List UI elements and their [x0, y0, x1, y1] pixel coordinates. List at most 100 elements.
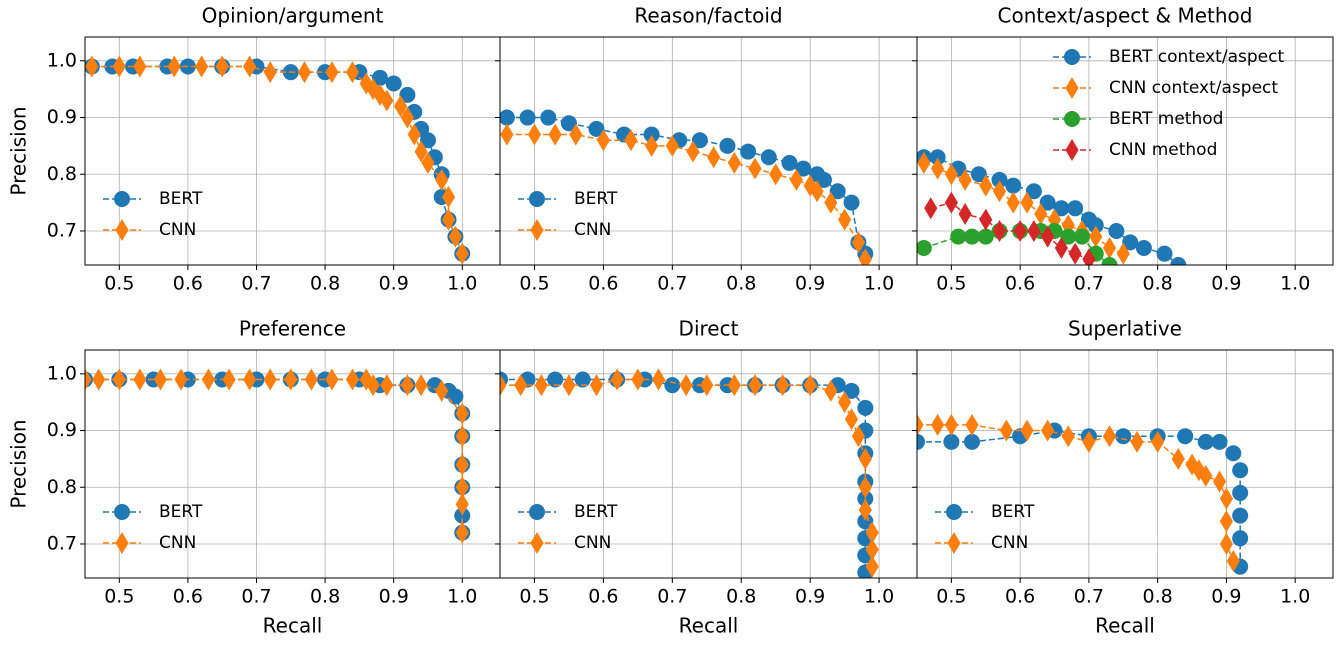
point — [829, 183, 846, 200]
point — [414, 374, 428, 397]
x-tick-label: 0.6 — [1005, 273, 1035, 295]
point — [664, 377, 681, 394]
panel-title: Direct — [679, 317, 739, 341]
point — [263, 61, 277, 84]
panel: 0.5 0.6 0.7 0.8 0.9 1.0 Reason/factoid BERT CNN — [495, 4, 918, 295]
y-tick-label: 0.7 — [47, 219, 77, 241]
point — [393, 95, 408, 118]
point — [588, 120, 605, 137]
point — [1156, 245, 1173, 262]
point — [325, 368, 339, 391]
point — [924, 197, 938, 220]
point — [500, 374, 507, 397]
point — [700, 374, 714, 397]
legend-label: BERT — [991, 502, 1035, 522]
point — [1232, 462, 1249, 479]
point — [380, 89, 394, 112]
x-tick-label: 0.5 — [104, 273, 134, 295]
point — [824, 191, 838, 214]
point — [917, 433, 925, 450]
point — [979, 174, 993, 197]
point — [1020, 419, 1034, 442]
point — [1115, 428, 1132, 445]
point — [1065, 139, 1079, 161]
point — [858, 248, 872, 265]
legend-label: CNN method — [1109, 140, 1217, 160]
series-group — [500, 368, 879, 578]
series-group — [500, 109, 874, 265]
x-tick-label: 0.5 — [519, 273, 549, 295]
point — [112, 55, 126, 78]
point — [1177, 428, 1194, 445]
point — [115, 532, 129, 554]
legend-label: CNN — [991, 533, 1028, 553]
x-tick-label: 0.6 — [588, 273, 618, 295]
legend-label: CNN — [159, 220, 196, 240]
point — [858, 498, 872, 521]
point — [865, 555, 879, 578]
point — [530, 532, 544, 554]
plot-area — [917, 350, 1333, 578]
point — [781, 154, 798, 171]
point — [284, 368, 298, 391]
point — [540, 109, 557, 126]
x-tick-label: 0.7 — [241, 586, 271, 608]
point — [851, 425, 865, 448]
point — [85, 55, 99, 78]
point — [958, 202, 972, 225]
point — [810, 180, 824, 203]
panel: 0.5 0.6 0.7 0.8 0.9 1.0 Context/aspect & Metho… — [912, 4, 1334, 295]
x-tick-label: 0.7 — [657, 586, 687, 608]
point — [455, 425, 469, 448]
point — [455, 402, 469, 425]
x-tick-label: 0.8 — [726, 273, 756, 295]
x-axis-label: Recall — [679, 614, 739, 638]
point — [740, 143, 757, 160]
point — [441, 185, 456, 208]
x-tick-label: 1.0 — [1280, 273, 1310, 295]
point — [727, 374, 741, 397]
x-tick-label: 0.8 — [310, 273, 340, 295]
point — [85, 368, 92, 391]
x-tick-label: 0.9 — [379, 586, 409, 608]
point — [529, 504, 545, 520]
point — [964, 433, 981, 450]
point — [92, 368, 106, 391]
point — [1067, 200, 1084, 217]
point — [1232, 507, 1249, 524]
point — [1102, 425, 1117, 448]
point — [944, 191, 958, 214]
point — [769, 163, 783, 186]
point — [359, 368, 373, 391]
point — [1061, 425, 1075, 448]
point — [1122, 234, 1139, 251]
panel-title: Preference — [239, 317, 346, 341]
point — [944, 413, 958, 436]
point — [407, 123, 421, 146]
x-tick-label: 0.6 — [173, 586, 203, 608]
point — [946, 504, 962, 520]
point — [947, 532, 961, 554]
point — [1226, 550, 1240, 572]
legend-label: BERT — [159, 189, 203, 209]
point — [610, 368, 624, 391]
point — [843, 382, 860, 399]
point — [776, 374, 790, 397]
point — [421, 151, 435, 174]
x-tick-label: 0.6 — [173, 273, 203, 295]
point — [1054, 237, 1068, 259]
point — [455, 242, 469, 265]
point — [1013, 219, 1027, 242]
point — [1082, 248, 1096, 265]
point — [530, 219, 544, 241]
point — [1130, 430, 1144, 453]
point — [931, 413, 945, 436]
x-tick-label: 0.9 — [795, 586, 825, 608]
panel-title: Superlative — [1068, 317, 1182, 341]
point — [645, 134, 659, 157]
point — [679, 374, 693, 397]
point — [1041, 419, 1055, 442]
point — [500, 123, 514, 146]
panel: 0.5 0.6 0.7 0.8 0.9 1.0 0.7 0.8 0.9 1.0 Opinion/ar… — [7, 4, 501, 295]
